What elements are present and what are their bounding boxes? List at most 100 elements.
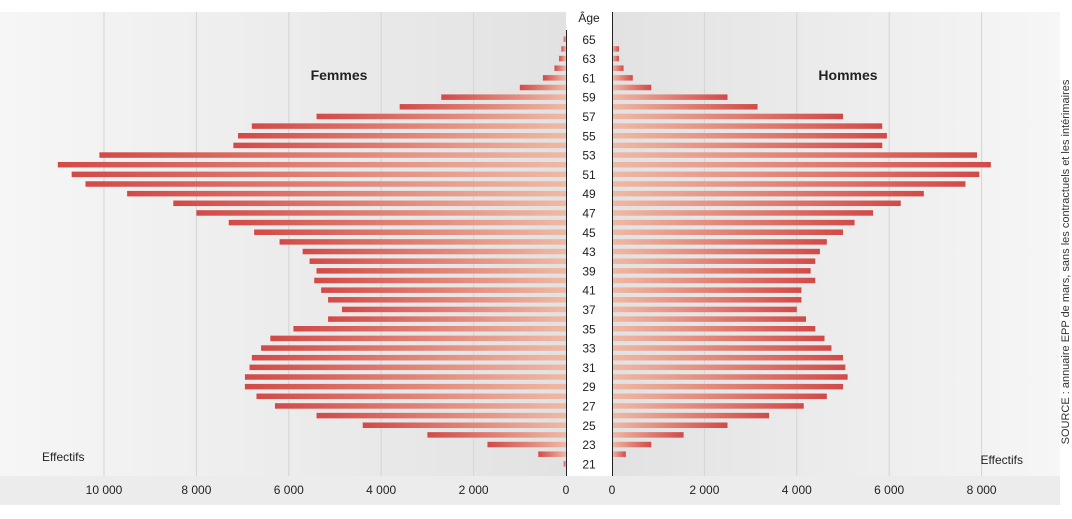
bar-femmes: [316, 113, 566, 120]
bar-hommes: [612, 161, 991, 168]
bar-femmes: [427, 432, 566, 438]
bar-femmes: [563, 36, 566, 42]
bar-femmes: [237, 133, 567, 139]
bar-femmes: [559, 55, 566, 62]
bar-hommes: [612, 171, 980, 178]
age-tick-label: 41: [582, 284, 596, 298]
bar-hommes: [612, 268, 811, 274]
bar-femmes: [316, 412, 566, 419]
hommes-title: Hommes: [818, 67, 877, 83]
age-tick-label: 33: [582, 342, 596, 356]
bar-femmes: [561, 46, 566, 52]
bar-hommes: [612, 219, 855, 226]
bar-femmes: [302, 248, 566, 255]
bar-hommes: [612, 258, 816, 264]
age-tick-label: 25: [582, 419, 596, 433]
bar-hommes: [612, 104, 758, 110]
bar-femmes: [554, 65, 566, 71]
bar-femmes: [279, 239, 566, 245]
bar-hommes: [612, 46, 619, 52]
bar-hommes: [612, 383, 843, 390]
bar-femmes: [85, 181, 567, 187]
bar-femmes: [256, 393, 566, 400]
bar-hommes: [612, 432, 684, 438]
bar-hommes: [612, 374, 848, 380]
femmes-title: Femmes: [311, 67, 368, 83]
bar-femmes: [399, 104, 566, 110]
bar-femmes: [487, 441, 566, 448]
bar-hommes: [612, 190, 924, 197]
bar-hommes: [612, 354, 843, 361]
bar-femmes: [321, 287, 566, 293]
tick-label-left: 8 000: [181, 483, 211, 497]
tick-label-left: 2 000: [459, 483, 489, 497]
age-tick-label: 57: [582, 110, 596, 124]
bar-femmes: [71, 171, 566, 178]
bar-hommes: [612, 75, 633, 81]
bar-femmes: [563, 461, 566, 467]
bar-femmes: [228, 219, 567, 226]
bar-hommes: [612, 113, 843, 120]
bar-femmes: [270, 335, 566, 342]
age-tick-label: 43: [582, 245, 596, 259]
bar-hommes: [612, 287, 802, 293]
tick-label-left: 4 000: [366, 483, 396, 497]
bar-femmes: [254, 229, 566, 235]
source-note: SOURCE : annuaire EPP de mars, sans les …: [1060, 79, 1072, 445]
tick-label-right: 2 000: [689, 483, 719, 497]
bar-hommes: [612, 326, 816, 332]
age-tick-label: 55: [582, 129, 596, 143]
bar-hommes: [612, 210, 874, 216]
bar-femmes: [328, 297, 566, 303]
bar-femmes: [244, 383, 566, 390]
bar-femmes: [316, 268, 566, 274]
bar-femmes: [251, 123, 566, 129]
bar-femmes: [538, 451, 566, 457]
tick-label-left: 10 000: [86, 483, 123, 497]
bar-femmes: [441, 94, 566, 100]
bar-hommes: [612, 451, 626, 457]
bar-hommes: [612, 345, 832, 351]
bar-hommes: [612, 412, 770, 419]
bar-femmes: [314, 277, 566, 284]
bar-hommes: [612, 277, 816, 284]
bar-femmes: [261, 345, 566, 351]
age-axis-title: Âge: [578, 10, 600, 25]
bar-femmes: [249, 364, 566, 371]
age-tick-label: 31: [582, 361, 596, 375]
bar-femmes: [328, 316, 566, 322]
age-tick-label: 27: [582, 399, 596, 413]
bar-femmes: [519, 84, 566, 91]
age-tick-label: 51: [582, 168, 596, 182]
axis-band: [0, 476, 1060, 505]
bar-hommes: [612, 229, 843, 235]
bar-hommes: [612, 316, 807, 322]
bar-hommes: [612, 364, 846, 371]
age-tick-label: 21: [582, 457, 596, 471]
age-tick-label: 37: [582, 303, 596, 317]
tick-label-left: 6 000: [274, 483, 304, 497]
tick-label-left: 0: [563, 483, 570, 497]
bar-femmes: [309, 258, 566, 264]
x-axis-title-left: Effectifs: [42, 450, 84, 464]
bar-femmes: [127, 190, 566, 197]
bar-hommes: [612, 393, 827, 400]
bar-hommes: [612, 422, 728, 428]
bar-hommes: [612, 84, 652, 91]
bar-femmes: [293, 326, 566, 332]
bar-femmes: [362, 422, 566, 428]
bar-hommes: [612, 94, 728, 100]
age-tick-label: 59: [582, 91, 596, 105]
bar-hommes: [612, 297, 802, 303]
age-tick-label: 39: [582, 264, 596, 278]
bar-hommes: [612, 152, 977, 158]
age-tick-label: 53: [582, 149, 596, 163]
age-tick-label: 61: [582, 71, 596, 85]
bar-femmes: [99, 152, 566, 158]
bar-hommes: [612, 142, 883, 149]
age-tick-label: 65: [582, 33, 596, 47]
bar-femmes: [542, 75, 566, 81]
age-tick-label: 47: [582, 206, 596, 220]
